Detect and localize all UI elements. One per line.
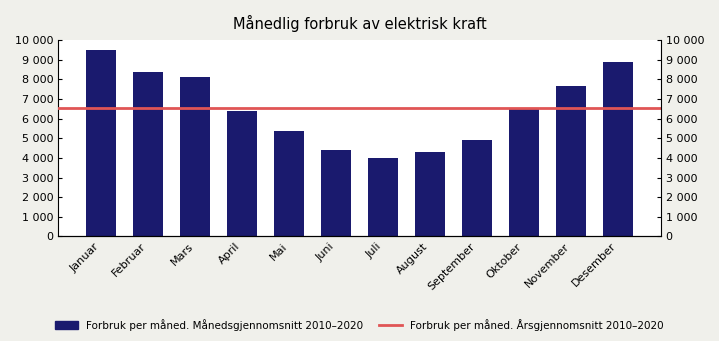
Title: Månedlig forbruk av elektrisk kraft: Månedlig forbruk av elektrisk kraft [233,15,486,32]
Bar [180,77,210,236]
Bar [274,131,304,236]
Legend: Forbruk per måned. Månedsgjennomsnitt 2010–2020, Forbruk per måned. Årsgjennomsn: Forbruk per måned. Månedsgjennomsnitt 20… [50,313,669,336]
Bar [556,86,586,236]
Bar [415,152,445,236]
Bar [367,158,398,236]
Bar [509,109,539,236]
Bar [133,72,163,236]
Bar [86,50,116,236]
Bar [462,140,493,236]
Bar [321,150,352,236]
Bar [226,111,257,236]
Bar [603,62,633,236]
